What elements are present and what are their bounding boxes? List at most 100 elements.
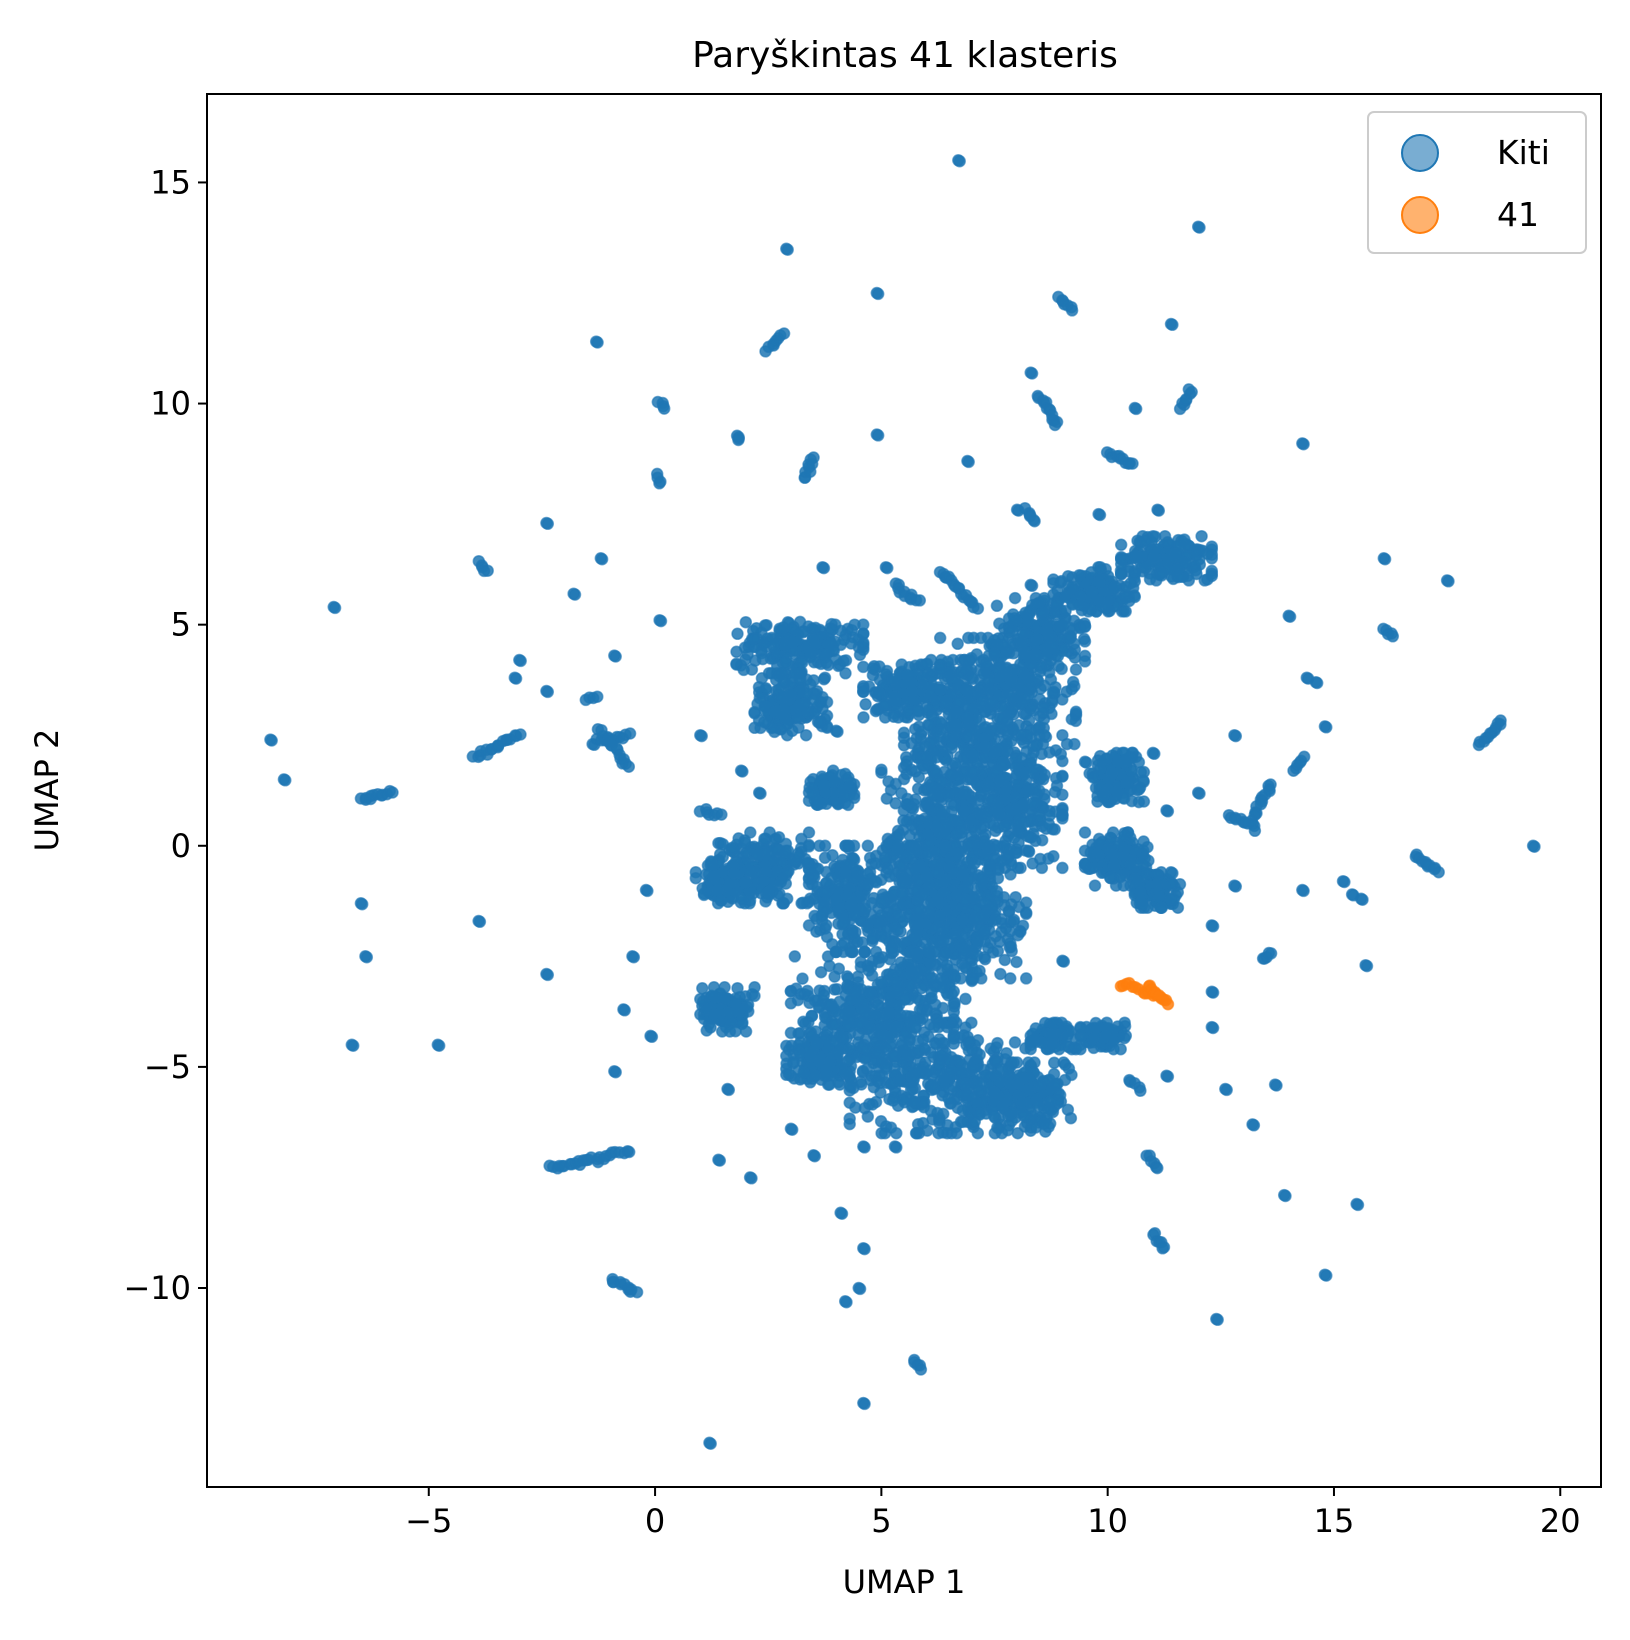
point-kiti	[823, 959, 836, 973]
point-kiti	[819, 886, 832, 900]
point-kiti	[926, 781, 939, 794]
point-kiti	[739, 1025, 753, 1038]
point-kiti	[965, 1043, 979, 1057]
point-kiti	[1091, 848, 1105, 861]
point-kiti	[887, 1050, 901, 1063]
point-kiti	[1065, 712, 1079, 726]
point-kiti	[908, 1020, 922, 1034]
point-kiti	[1003, 621, 1016, 635]
point-kiti	[804, 1049, 817, 1063]
point-kiti	[901, 873, 914, 887]
point-kiti	[877, 1029, 890, 1042]
point-kiti	[1092, 832, 1106, 846]
point-kiti	[1084, 862, 1097, 875]
point-kiti	[802, 826, 816, 839]
point-kiti	[786, 724, 799, 738]
point-kiti	[985, 696, 998, 710]
point-kiti	[921, 1124, 934, 1137]
point-kiti	[1059, 1058, 1072, 1072]
point-kiti	[894, 910, 907, 924]
point-kiti	[930, 751, 944, 764]
point-kiti	[1056, 861, 1069, 875]
point-kiti	[697, 887, 711, 900]
point-kiti	[950, 1126, 963, 1140]
point-kiti	[720, 991, 733, 1005]
point-kiti	[840, 889, 854, 902]
point-kiti	[1008, 1036, 1022, 1049]
point-kiti	[947, 798, 961, 812]
point-kiti	[743, 864, 757, 878]
point-kiti	[938, 805, 951, 818]
point-kiti	[1132, 795, 1146, 809]
point-kiti	[1028, 1056, 1041, 1069]
point-kiti	[859, 698, 872, 711]
point-kiti	[806, 633, 820, 646]
point-kiti	[1147, 551, 1161, 564]
point-kiti	[961, 711, 975, 725]
point-kiti	[1106, 826, 1120, 839]
point-kiti	[972, 1084, 986, 1098]
point-kiti	[860, 1062, 874, 1076]
point-kiti	[1093, 762, 1107, 776]
point-kiti	[1047, 588, 1060, 601]
point-kiti	[822, 637, 835, 651]
point-kiti	[748, 989, 761, 1003]
point-kiti	[1107, 860, 1121, 873]
point-kiti	[1066, 675, 1080, 689]
point-kiti	[1201, 547, 1214, 561]
point-kiti	[887, 945, 900, 959]
point-kiti	[987, 1085, 1001, 1099]
point-kiti	[982, 683, 996, 697]
point-kiti	[1085, 585, 1099, 599]
point-kiti	[1044, 1028, 1058, 1041]
point-kiti	[977, 667, 990, 680]
point-kiti	[959, 992, 972, 1006]
point-kiti	[965, 671, 978, 684]
point-kiti	[1007, 1056, 1020, 1069]
point-kiti	[1038, 728, 1051, 742]
point-kiti	[897, 814, 910, 827]
point-kiti	[966, 1061, 979, 1075]
point-kiti	[844, 637, 858, 650]
point-kiti	[956, 1104, 970, 1117]
point-kiti	[863, 1097, 876, 1111]
point-kiti	[780, 1039, 793, 1053]
point-kiti	[839, 767, 852, 781]
point-kiti	[949, 718, 963, 731]
point-kiti	[738, 641, 752, 654]
point-kiti	[995, 1063, 1008, 1076]
point-kiti	[1049, 744, 1063, 757]
point-kiti	[897, 726, 911, 740]
point-kiti	[775, 709, 789, 723]
point-kiti	[1003, 707, 1017, 720]
point-kiti	[1119, 754, 1133, 767]
point-kiti	[1106, 848, 1119, 862]
point-kiti	[905, 1070, 919, 1084]
point-kiti	[1104, 871, 1117, 885]
point-kiti	[947, 1037, 960, 1050]
point-kiti	[951, 815, 965, 829]
point-kiti	[1029, 648, 1042, 661]
point-kiti	[836, 928, 849, 941]
point-kiti	[1114, 538, 1128, 552]
point-kiti	[947, 985, 961, 998]
point-kiti	[1148, 530, 1162, 544]
point-kiti	[987, 1110, 1001, 1123]
point-kiti	[899, 758, 913, 772]
point-kiti	[892, 1074, 906, 1087]
point-kiti	[869, 704, 883, 718]
point-kiti	[820, 930, 834, 944]
point-kiti	[870, 876, 883, 889]
point-kiti	[711, 884, 725, 897]
point-kiti	[857, 685, 870, 698]
point-kiti	[1044, 1095, 1057, 1108]
point-kiti	[784, 687, 797, 701]
point-kiti	[791, 710, 805, 724]
point-kiti	[960, 729, 974, 743]
point-kiti	[886, 1094, 900, 1107]
point-kiti	[797, 1066, 810, 1079]
point-kiti	[1085, 565, 1098, 579]
point-kiti	[905, 801, 918, 815]
point-kiti	[1062, 633, 1076, 646]
